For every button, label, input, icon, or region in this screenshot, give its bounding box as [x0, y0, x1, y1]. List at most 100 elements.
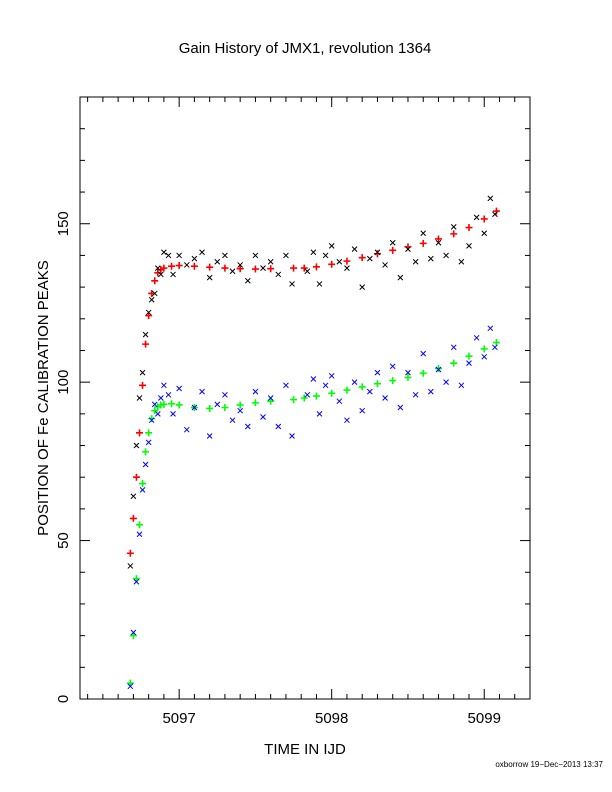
data-point — [443, 252, 449, 259]
data-point — [405, 246, 411, 252]
data-point — [412, 391, 419, 398]
data-point — [176, 385, 183, 392]
x-tick-label: 5099 — [468, 710, 501, 727]
data-point — [199, 249, 205, 256]
y-tick-label: 0 — [55, 695, 72, 703]
data-point — [366, 255, 373, 262]
data-point — [304, 268, 311, 275]
data-point — [492, 339, 500, 347]
data-point — [165, 391, 172, 398]
x-tick-label: 5097 — [162, 710, 195, 727]
data-point — [170, 271, 176, 278]
data-point — [283, 252, 289, 259]
data-point — [199, 388, 205, 395]
data-point — [183, 426, 190, 433]
y-tick-labels: 0 50 100 150 — [55, 211, 72, 703]
data-point — [434, 365, 442, 373]
data-point — [492, 344, 498, 351]
data-point — [358, 254, 366, 262]
data-point — [435, 239, 442, 246]
data-point — [492, 211, 498, 218]
data-point — [290, 396, 298, 404]
data-point — [260, 414, 266, 420]
plot-frame — [79, 96, 531, 700]
footer-credit: oxborrow 19−Dec−2013 13:37 — [495, 760, 603, 769]
data-point — [161, 382, 167, 389]
data-point — [126, 679, 134, 687]
data-point — [139, 487, 146, 493]
data-point — [328, 243, 335, 249]
series-lower_fit — [126, 339, 500, 687]
data-point — [133, 442, 140, 449]
data-point — [343, 257, 351, 265]
data-point — [316, 281, 323, 287]
data-point — [310, 376, 317, 382]
data-point — [145, 312, 153, 320]
data-point — [161, 249, 167, 256]
data-point — [132, 575, 140, 583]
data-point — [222, 391, 228, 398]
data-point — [236, 265, 244, 273]
data-point — [289, 281, 295, 287]
data-point — [135, 521, 143, 529]
y-axis-label: POSITION OF Fe CALIBRATION PEAKS — [35, 260, 52, 536]
data-point — [136, 531, 143, 538]
data-point — [237, 262, 244, 268]
data-point — [151, 407, 159, 415]
data-point — [135, 429, 143, 437]
data-point — [480, 345, 488, 353]
data-point — [130, 629, 137, 636]
data-point — [148, 415, 156, 423]
data-point — [251, 265, 259, 273]
data-point — [129, 514, 137, 522]
data-point — [251, 399, 259, 407]
data-point — [322, 382, 329, 389]
data-point — [157, 271, 164, 278]
data-point — [130, 493, 137, 500]
data-point — [127, 683, 134, 690]
data-point — [206, 404, 214, 412]
data-point — [244, 423, 251, 430]
series-lower_raw — [127, 325, 498, 690]
data-point — [481, 230, 488, 237]
data-point — [154, 265, 161, 271]
data-point — [405, 369, 411, 376]
x-axis-label: TIME IN IJD — [264, 741, 346, 758]
data-point — [229, 417, 236, 424]
data-point — [473, 214, 480, 221]
data-point — [142, 340, 150, 348]
data-point — [450, 359, 458, 367]
data-point — [129, 632, 137, 640]
data-point — [420, 230, 427, 237]
data-point — [343, 386, 351, 394]
data-point — [145, 309, 152, 316]
data-point — [481, 353, 488, 360]
data-point — [389, 363, 396, 370]
data-point — [252, 388, 259, 395]
data-point — [336, 258, 343, 265]
data-point — [267, 265, 275, 273]
data-point — [458, 258, 465, 265]
data-point — [310, 249, 317, 256]
data-point — [190, 262, 198, 270]
axis-ticks — [80, 96, 531, 700]
data-point — [466, 243, 472, 249]
data-point — [374, 369, 381, 376]
data-point — [165, 252, 172, 259]
data-point — [206, 274, 213, 281]
data-point — [175, 262, 183, 270]
data-point — [374, 249, 381, 256]
data-point — [145, 439, 152, 446]
data-point — [206, 263, 214, 271]
data-point — [139, 369, 146, 376]
data-point — [373, 380, 381, 388]
data-point — [458, 382, 465, 389]
data-point — [480, 215, 488, 223]
data-point — [136, 395, 143, 401]
data-point — [419, 369, 427, 377]
x-tick-labels: 5097 5098 5099 — [162, 710, 500, 727]
data-point — [229, 268, 236, 275]
data-point — [168, 400, 176, 408]
data-point — [434, 235, 442, 243]
data-point — [214, 401, 221, 408]
